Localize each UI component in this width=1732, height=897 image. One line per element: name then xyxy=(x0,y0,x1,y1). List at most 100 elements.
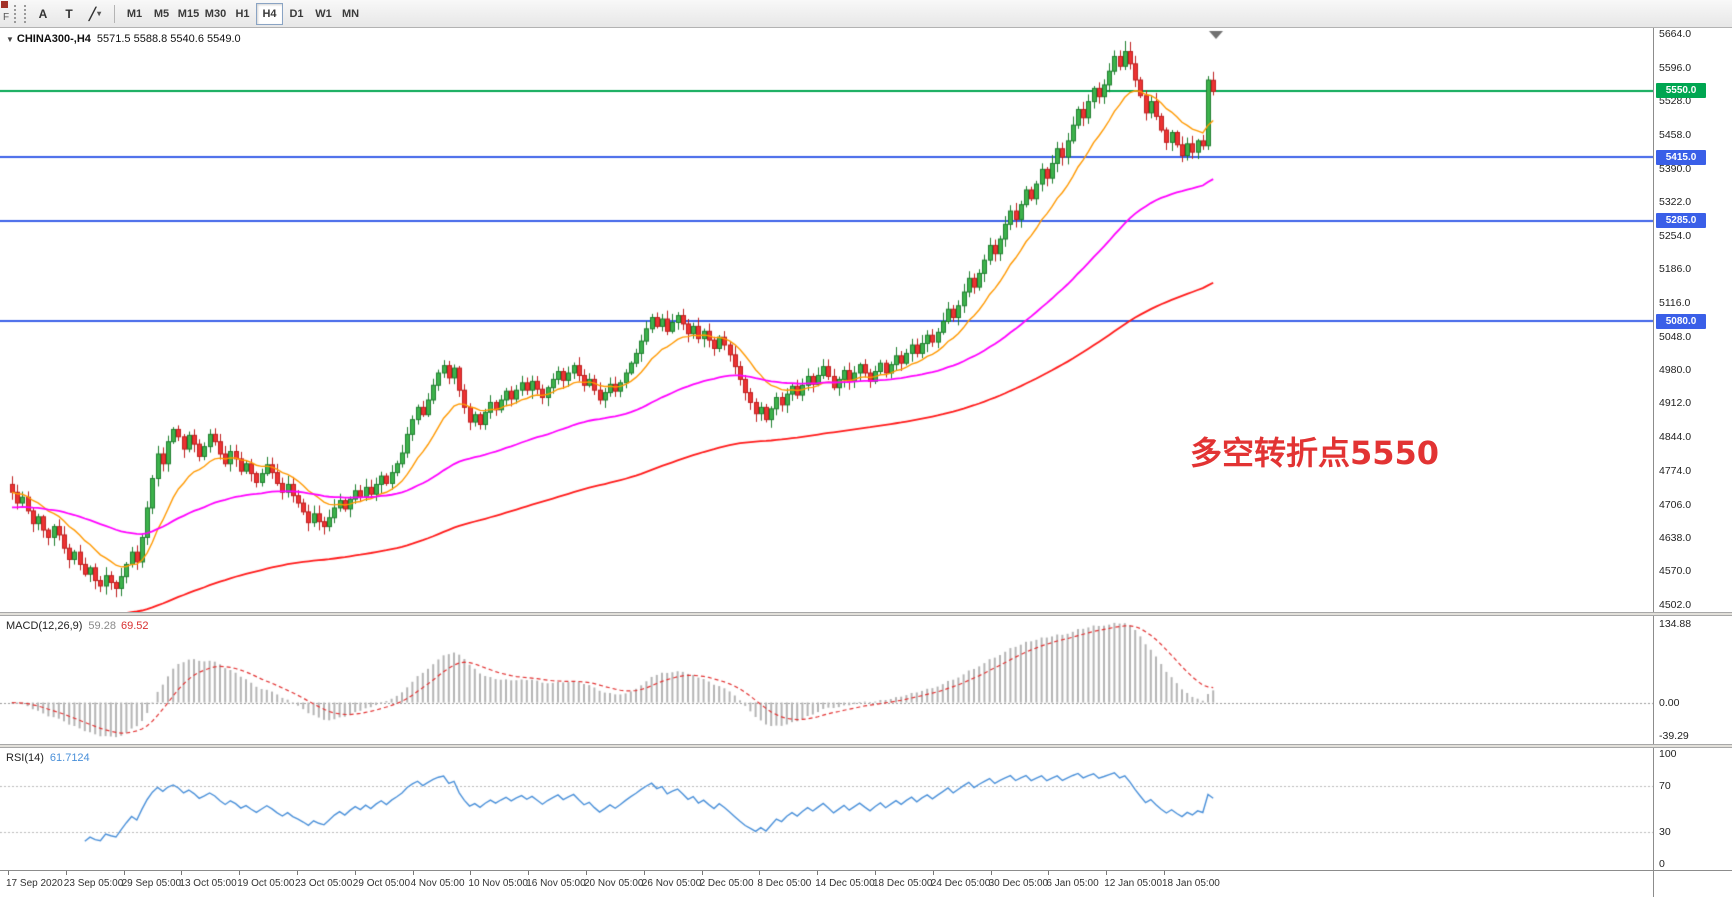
timeframe-button-h1[interactable]: H1 xyxy=(235,7,250,20)
annotate-text-button[interactable]: A xyxy=(38,6,48,21)
price-axis-label: 4844.0 xyxy=(1659,430,1692,443)
symbol-dropdown-icon[interactable]: ▼ xyxy=(6,35,14,44)
macd-axis-label: -39.29 xyxy=(1659,730,1689,742)
panel-separator[interactable] xyxy=(0,612,1732,616)
time-tick xyxy=(759,871,761,875)
macd-canvas[interactable] xyxy=(0,616,1653,744)
price-axis-label: 5048.0 xyxy=(1659,330,1692,343)
price-axis-label: 5458.0 xyxy=(1659,129,1692,142)
price-level-badge: 5550.0 xyxy=(1656,83,1706,99)
price-axis-label: 4570.0 xyxy=(1659,565,1692,578)
price-axis-label: 4638.0 xyxy=(1659,531,1692,544)
timeframe-group: M1 M5 M15 M30 H1 H4 D1 W1 MN xyxy=(121,2,364,25)
timeframe-button-m5[interactable]: M5 xyxy=(153,7,170,20)
timeframe-button-m15[interactable]: M15 xyxy=(177,7,200,20)
time-label: 18 Jan 05:00 xyxy=(1162,878,1220,889)
timeframe-button-w1[interactable]: W1 xyxy=(315,7,332,20)
timeframe-button-h4[interactable]: H4 xyxy=(256,2,283,25)
time-label: 8 Dec 05:00 xyxy=(757,878,812,889)
rsi-axis-label: 70 xyxy=(1659,780,1671,793)
macd-signal-value: 69.52 xyxy=(120,620,149,632)
symbol-timeframe: CHINA300-,H4 xyxy=(16,33,91,45)
time-label: 2 Dec 05:00 xyxy=(699,878,754,889)
rsi-label: RSI(14) 61.7124 xyxy=(6,752,90,764)
time-label: 26 Nov 05:00 xyxy=(641,878,702,889)
dock-edge-label: F xyxy=(3,12,10,23)
time-tick xyxy=(932,871,934,875)
rsi-axis-label: 30 xyxy=(1659,825,1671,838)
candlestick-chart-canvas[interactable] xyxy=(0,28,1653,612)
rsi-panel: 100 70 30 0 RSI(14) 61.7124 xyxy=(0,748,1732,870)
macd-axis-label: 134.88 xyxy=(1659,618,1692,630)
time-tick xyxy=(701,871,703,875)
rsi-axis-label: 0 xyxy=(1659,858,1665,870)
time-label: 20 Nov 05:00 xyxy=(584,878,644,889)
time-tick xyxy=(470,871,472,875)
main-chart-panel: 5664.0 5596.0 5528.0 5458.0 5390.0 5322.0 5254… xyxy=(0,28,1732,612)
time-tick xyxy=(875,871,876,875)
toolbar-grip[interactable] xyxy=(14,4,26,23)
time-label: 29 Sep 05:00 xyxy=(121,878,182,889)
price-axis-label: 5254.0 xyxy=(1659,229,1692,242)
price-level-badge: 5080.0 xyxy=(1656,313,1706,329)
time-tick xyxy=(990,871,992,875)
price-axis-label: 5596.0 xyxy=(1659,61,1692,74)
price-axis-label: 4912.0 xyxy=(1659,397,1692,410)
time-label: 16 Nov 05:00 xyxy=(526,878,586,889)
panel-separator[interactable] xyxy=(0,744,1732,748)
chart-annotation: 多空转折点5550 xyxy=(1190,434,1440,472)
price-scale[interactable]: 5664.0 5596.0 5528.0 5458.0 5390.0 5322.0 5254… xyxy=(1653,28,1732,612)
draw-tools-button[interactable]: ╱ ▾ xyxy=(88,6,102,21)
price-axis-label: 4502.0 xyxy=(1659,598,1692,611)
time-tick xyxy=(528,871,530,875)
time-tick xyxy=(1048,871,1050,875)
time-label: 23 Sep 05:00 xyxy=(63,878,124,889)
chart-title: ▼ CHINA300-,H4 5571.5 5588.8 5540.6 5549.0 xyxy=(6,33,241,45)
price-axis-label: 4774.0 xyxy=(1659,465,1692,478)
dropdown-arrow-icon: ▾ xyxy=(97,9,102,18)
price-axis-label: 5528.0 xyxy=(1659,95,1692,108)
rsi-scale: 100 70 30 0 xyxy=(1653,748,1732,870)
macd-label: MACD(12,26,9) 59.28 69.52 xyxy=(6,620,148,632)
time-tick xyxy=(8,871,9,875)
drawing-tools-group: A T ╱ ▾ xyxy=(30,3,108,25)
price-axis-label: 5186.0 xyxy=(1659,262,1692,275)
text-label-button[interactable]: T xyxy=(65,6,73,21)
timeframe-button-m30[interactable]: M30 xyxy=(204,7,227,20)
time-tick xyxy=(1164,871,1165,875)
time-label: 10 Nov 05:00 xyxy=(468,878,528,889)
time-label: 18 Dec 05:00 xyxy=(873,878,933,889)
price-axis-label: 5322.0 xyxy=(1659,196,1692,209)
time-tick xyxy=(354,871,356,875)
ohlc-values: 5571.5 5588.8 5540.6 5549.0 xyxy=(96,33,241,45)
timeframe-button-d1[interactable]: D1 xyxy=(289,7,304,20)
window-corner-mark xyxy=(1,1,8,8)
time-tick xyxy=(586,871,587,875)
toolbar: F A T ╱ ▾ M1 M5 M15 M30 H1 H4 D1 W1 MN xyxy=(0,0,1732,28)
macd-name: MACD(12,26,9) xyxy=(6,620,83,632)
timeframe-button-m1[interactable]: M1 xyxy=(126,7,143,20)
time-label: 17 Sep 2020 xyxy=(6,878,63,889)
time-label: 23 Oct 05:00 xyxy=(295,878,353,889)
rsi-canvas[interactable] xyxy=(0,748,1653,870)
time-tick xyxy=(181,871,183,875)
time-tick xyxy=(65,871,67,875)
time-axis[interactable]: 17 Sep 2020 23 Sep 05:00 29 Sep 05:00 13 Oc… xyxy=(0,870,1732,897)
time-tick xyxy=(1106,871,1108,875)
time-label: 29 Oct 05:00 xyxy=(352,878,411,889)
macd-axis-label: 0.00 xyxy=(1659,696,1680,709)
time-label: 13 Oct 05:00 xyxy=(179,878,237,889)
time-tick xyxy=(817,871,819,875)
time-axis-corner xyxy=(1653,871,1732,897)
time-tick xyxy=(239,871,241,875)
price-axis-label: 5390.0 xyxy=(1659,162,1692,175)
rsi-axis-label: 100 xyxy=(1659,748,1677,760)
time-tick xyxy=(643,871,645,875)
price-level-badge: 5415.0 xyxy=(1656,149,1706,165)
timeframe-button-mn[interactable]: MN xyxy=(341,7,360,20)
macd-main-value: 59.28 xyxy=(88,620,116,632)
price-axis-label: 5116.0 xyxy=(1659,297,1691,310)
time-label: 19 Oct 05:00 xyxy=(237,878,295,889)
toolbar-separator xyxy=(114,4,115,23)
